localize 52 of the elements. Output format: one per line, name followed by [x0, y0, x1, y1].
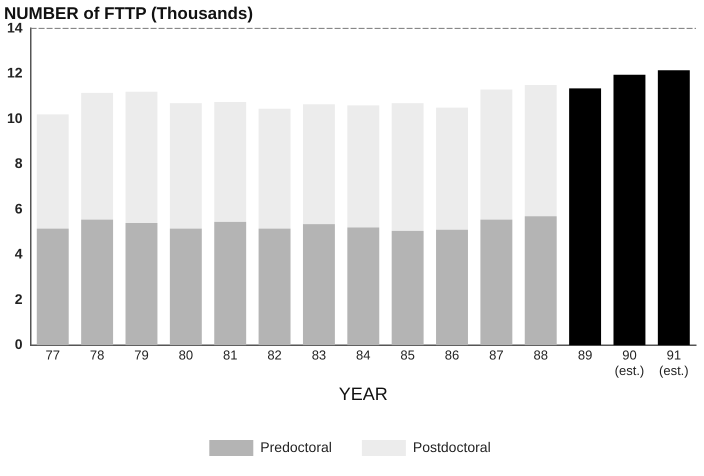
x-axis-title: YEAR	[338, 384, 388, 404]
x-tick-label: 80	[178, 348, 194, 363]
y-tick-label: 4	[14, 246, 23, 262]
bar	[126, 223, 158, 346]
bar	[347, 228, 380, 346]
y-tick-label: 2	[14, 290, 23, 307]
y-tick-label: 10	[6, 110, 23, 126]
bar	[569, 88, 602, 346]
x-tick-label: 87	[489, 348, 504, 363]
legend-label: Postdoctoral	[412, 438, 491, 455]
y-tick-label: 12	[6, 64, 23, 81]
bar	[302, 104, 335, 224]
bar	[126, 92, 158, 224]
x-tick-label: 85	[400, 348, 415, 363]
y-tick-label: 8	[14, 155, 23, 172]
bar	[170, 228, 202, 346]
bar	[214, 102, 246, 222]
x-tick-label: 88	[534, 348, 548, 363]
y-tick-label: 6	[14, 200, 23, 216]
bar	[613, 74, 646, 346]
bar	[658, 70, 690, 346]
x-tick-label: 82	[267, 348, 282, 363]
bar	[436, 108, 468, 230]
x-tick-label: 89	[578, 348, 592, 363]
bar	[81, 220, 114, 346]
bar	[392, 103, 424, 231]
x-tick-label: 90 (est.)	[614, 348, 644, 378]
bar	[214, 222, 246, 346]
bar	[392, 230, 424, 346]
x-tick-label: 86	[444, 348, 460, 363]
bar	[480, 89, 512, 220]
bar	[436, 230, 468, 346]
legend-label: Predoctoral	[260, 438, 332, 455]
bar	[258, 108, 291, 229]
bar	[258, 228, 291, 346]
x-tick-label: 79	[134, 348, 149, 363]
bar	[347, 105, 380, 228]
x-tick-label: 84	[356, 348, 371, 363]
bar	[524, 84, 557, 216]
bar	[302, 224, 335, 346]
x-tick-label: 83	[312, 348, 326, 363]
bar	[170, 103, 202, 229]
x-tick-label: 78	[90, 348, 104, 363]
y-tick-label: 0	[14, 336, 23, 352]
x-tick-label: 91 (est.)	[659, 348, 689, 378]
bar	[81, 92, 114, 220]
bar	[36, 114, 69, 229]
bar	[480, 220, 512, 346]
x-tick-label: 77	[46, 348, 60, 363]
x-tick-label: 81	[222, 348, 238, 363]
bar	[36, 228, 69, 346]
bar	[524, 216, 557, 346]
